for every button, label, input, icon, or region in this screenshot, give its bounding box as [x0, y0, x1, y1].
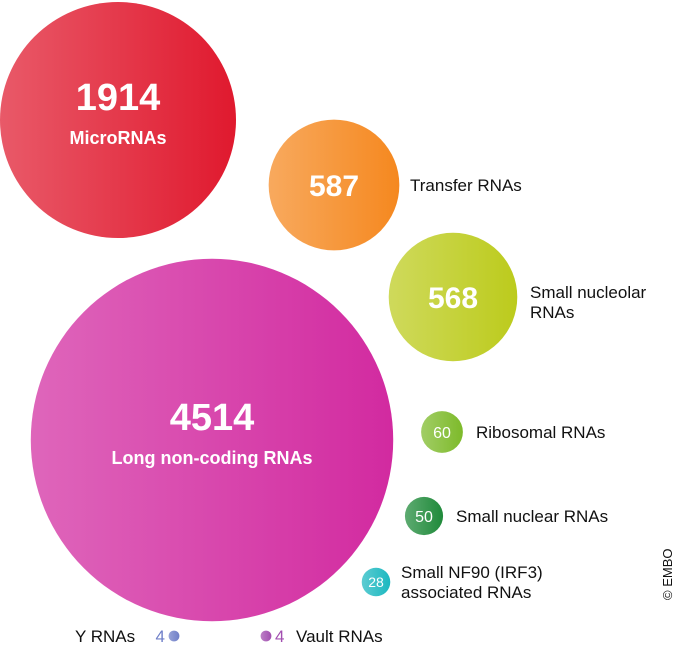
value-label: 4	[156, 627, 165, 646]
value-label: 50	[415, 509, 433, 526]
category-label: Long non-coding RNAs	[112, 448, 313, 468]
category-label: Vault RNAs	[296, 627, 383, 646]
value-label: 4	[275, 627, 284, 646]
bubble	[404, 496, 444, 536]
category-label: Transfer RNAs	[410, 176, 522, 195]
bubble	[388, 232, 518, 362]
bubble	[0, 2, 236, 238]
category-label: Y RNAs	[75, 627, 136, 646]
bubble	[260, 630, 272, 642]
category-label: Small nucleolar RNAs	[530, 283, 647, 322]
value-label: 4514	[170, 397, 255, 439]
category-label: Small NF90 (IRF3) associated RNAs	[401, 563, 543, 602]
bubble	[361, 567, 391, 597]
bubble	[30, 258, 394, 622]
bubble	[168, 630, 180, 642]
bubble	[421, 411, 463, 453]
value-label: 28	[368, 574, 384, 590]
category-label: Small nuclear RNAs	[456, 507, 609, 526]
bubble	[268, 119, 400, 251]
credit: © EMBO	[660, 548, 675, 600]
category-label: MicroRNAs	[69, 128, 166, 148]
value-label: 1914	[76, 77, 161, 119]
category-label: Ribosomal RNAs	[476, 423, 606, 442]
value-label: 587	[309, 170, 359, 203]
value-label: 568	[428, 282, 478, 315]
value-label: 60	[433, 425, 451, 442]
